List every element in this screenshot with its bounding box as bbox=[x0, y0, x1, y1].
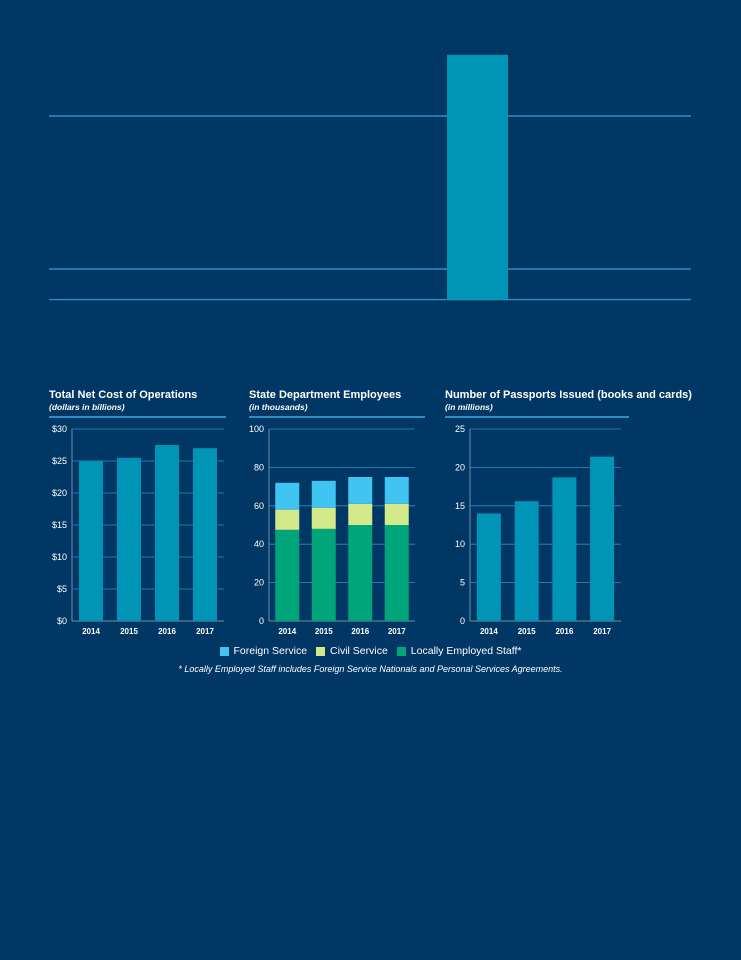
x-tick-label: 2014 bbox=[278, 627, 296, 636]
x-tick-label: 2014 bbox=[480, 627, 498, 636]
y-tick-label: 0 bbox=[460, 616, 465, 626]
x-tick-label: 2015 bbox=[518, 627, 536, 636]
bar-segment bbox=[384, 503, 409, 525]
bar-segment bbox=[384, 525, 409, 621]
bar bbox=[155, 445, 179, 621]
chart-title: State Department Employees bbox=[249, 389, 402, 401]
y-tick-label: $5 bbox=[57, 584, 67, 594]
bar bbox=[193, 448, 217, 621]
bar-segment bbox=[348, 477, 373, 504]
x-tick-label: 2016 bbox=[158, 627, 176, 636]
bar bbox=[476, 513, 501, 621]
x-tick-label: 2015 bbox=[315, 627, 333, 636]
title-rule bbox=[445, 416, 629, 418]
bar-segment bbox=[384, 477, 409, 504]
x-tick-label: 2014 bbox=[82, 627, 100, 636]
bar-segment bbox=[311, 507, 336, 529]
bar-segment bbox=[348, 525, 373, 621]
y-tick-label: 25 bbox=[455, 424, 465, 434]
bar bbox=[552, 477, 577, 621]
y-tick-label: 40 bbox=[254, 539, 264, 549]
employees-plot: 0 20 40 60 80 100 2014 2015 2016 2017 bbox=[249, 424, 415, 636]
y-tick-label: 20 bbox=[455, 462, 465, 472]
legend-label: Locally Employed Staff* bbox=[410, 645, 522, 657]
net-cost-plot: $0 $5 $10 $15 $20 $25 $30 2014 2015 2016 2017 bbox=[52, 424, 224, 636]
legend-label: Foreign Service bbox=[233, 645, 308, 657]
y-tick-label: 100 bbox=[249, 424, 264, 434]
passports-plot: 0 5 10 15 20 25 2014 2015 2016 2017 bbox=[455, 424, 621, 636]
y-tick-label: $30 bbox=[52, 424, 67, 434]
legend-swatch bbox=[219, 646, 229, 656]
y-tick-label: $25 bbox=[52, 456, 67, 466]
bar-segment bbox=[275, 509, 300, 530]
chart-subtitle: (in millions) bbox=[445, 402, 493, 412]
y-tick-label: 60 bbox=[254, 501, 264, 511]
chart-title: Total Net Cost of Operations bbox=[49, 389, 198, 401]
legend-item-civil-service: Civil Service bbox=[316, 645, 388, 657]
x-tick-label: 2015 bbox=[120, 627, 138, 636]
y-tick-label: $15 bbox=[52, 520, 67, 530]
employees-chart: State Department Employees (in thousands… bbox=[249, 388, 425, 636]
net-cost-chart: Total Net Cost of Operations (dollars in… bbox=[49, 388, 226, 636]
x-tick-label: 2016 bbox=[351, 627, 369, 636]
y-tick-label: 20 bbox=[254, 578, 264, 588]
y-tick-label: $20 bbox=[52, 488, 67, 498]
y-tick-label: 5 bbox=[460, 578, 465, 588]
chart-subtitle: (dollars in billions) bbox=[49, 402, 125, 412]
x-tick-label: 2016 bbox=[555, 627, 573, 636]
bar bbox=[79, 461, 103, 621]
legend-label: Civil Service bbox=[330, 645, 388, 657]
legend: Foreign Service Civil Service Locally Em… bbox=[0, 645, 741, 657]
y-tick-label: 10 bbox=[455, 539, 465, 549]
y-tick-label: 15 bbox=[455, 501, 465, 511]
title-rule bbox=[49, 416, 226, 418]
legend-item-foreign-service: Foreign Service bbox=[219, 645, 308, 657]
legend-swatch bbox=[396, 646, 406, 656]
passports-chart: Number of Passports Issued (books and ca… bbox=[445, 388, 692, 636]
bar bbox=[590, 456, 615, 621]
y-tick-label: $10 bbox=[52, 552, 67, 562]
x-tick-label: 2017 bbox=[388, 627, 406, 636]
y-tick-label: 80 bbox=[254, 462, 264, 472]
y-tick-label: $0 bbox=[57, 616, 67, 626]
bar bbox=[514, 501, 539, 621]
legend-swatch bbox=[316, 646, 326, 656]
bar bbox=[117, 457, 141, 621]
footnote: * Locally Employed Staff includes Foreig… bbox=[178, 664, 563, 674]
chart-subtitle: (in thousands) bbox=[249, 402, 308, 412]
x-tick-label: 2017 bbox=[196, 627, 214, 636]
legend-item-locally-employed: Locally Employed Staff* bbox=[396, 645, 522, 657]
x-tick-label: 2017 bbox=[593, 627, 611, 636]
bar-segment bbox=[275, 529, 300, 621]
bar-segment bbox=[348, 503, 373, 525]
bar bbox=[447, 54, 508, 300]
bar-segment bbox=[275, 482, 300, 510]
top-partial-chart bbox=[49, 54, 691, 301]
bar-segment bbox=[311, 528, 336, 621]
y-tick-label: 0 bbox=[259, 616, 264, 626]
bar-segment bbox=[311, 480, 336, 508]
title-rule bbox=[249, 416, 425, 418]
